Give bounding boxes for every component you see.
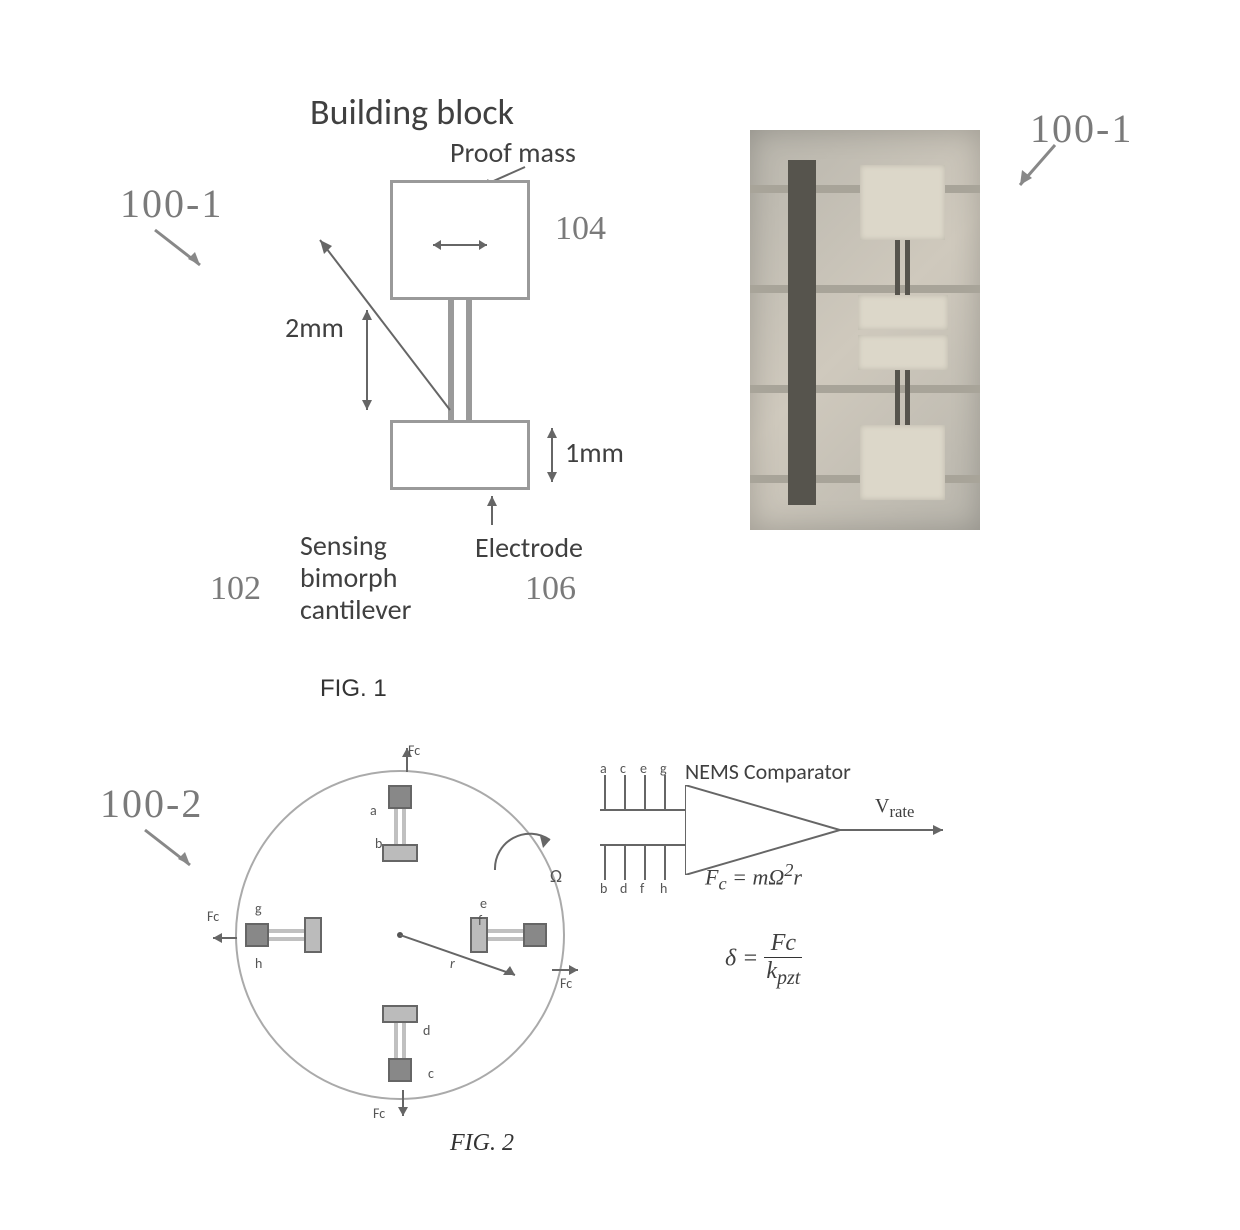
sensor-mass — [388, 785, 412, 809]
sensor-beam — [488, 937, 523, 941]
v-sub: rate — [889, 802, 914, 821]
photo-beam — [905, 240, 910, 295]
fc-arrow-left-icon — [207, 928, 242, 948]
sensor-label-h: h — [255, 955, 262, 972]
electrode-box — [390, 420, 530, 490]
photo-electrode-top — [858, 295, 948, 330]
hand-ref-100-1-left: 100-1 — [120, 180, 223, 227]
sensor-beam — [269, 937, 304, 941]
comp-input-h: h — [660, 880, 667, 897]
electrode-label: Electrode — [475, 530, 583, 565]
comp-input-b: b — [600, 880, 607, 897]
sensor-bottom — [370, 1005, 430, 1085]
sensor-label-e: e — [480, 895, 487, 912]
photo-beam — [905, 370, 910, 425]
sensor-label-f: f — [478, 912, 482, 929]
photo-band — [750, 385, 980, 393]
omega-label: Ω — [550, 865, 562, 887]
eq-delta: δ = Fc kpzt — [725, 930, 802, 990]
fc-label-right: Fc — [560, 975, 572, 992]
fig2-rotor-diagram: r Ω a b Fc g h Fc e f — [225, 760, 575, 1110]
electrode-arrow-icon — [480, 490, 504, 530]
photo-beam — [895, 370, 900, 425]
photo-proof-mass-top — [860, 165, 945, 240]
comparator-output-label: Vrate — [875, 795, 914, 822]
hand-ref-106: 106 — [525, 570, 576, 608]
sensor-base — [382, 844, 418, 862]
comp-output-arrow-icon — [853, 820, 953, 840]
sensor-mass — [388, 1058, 412, 1082]
sensor-mass — [523, 923, 547, 947]
photo-band — [750, 285, 980, 293]
fig1-caption: FIG. 1 — [320, 675, 387, 703]
sensor-base — [304, 917, 322, 953]
comp-top-wires-icon — [595, 775, 685, 815]
sensor-label-c: c — [428, 1065, 434, 1082]
sensor-mass — [245, 923, 269, 947]
hand-ref-104: 104 — [555, 210, 606, 248]
eq-fc: Fc = mΩ2r — [705, 860, 802, 895]
comp-input-f: f — [640, 880, 644, 897]
dim-1mm-label: 1mm — [565, 435, 624, 470]
cantilever-beam-right — [466, 300, 472, 420]
hand-arrow-left-icon — [150, 225, 220, 275]
photo-beam — [895, 240, 900, 295]
sensing-arrow-icon — [310, 230, 460, 430]
dim-1mm-arrow-icon — [540, 420, 564, 490]
v-symbol: V — [875, 795, 889, 817]
fc-label-left: Fc — [207, 908, 219, 925]
fc-label-top: Fc — [408, 742, 420, 759]
sensor-beam — [402, 809, 406, 844]
photo-proof-mass-bottom — [860, 425, 945, 500]
hand-arrow-right-icon — [1010, 140, 1070, 200]
sensor-label-d: d — [423, 1022, 430, 1039]
fig2-comparator: a c e g b d f h NEMS Comparator Vrate Fc… — [595, 760, 995, 980]
sensor-beam — [394, 809, 398, 844]
hand-ref-100-2: 100-2 — [100, 780, 203, 827]
fc-arrow-bottom-icon — [393, 1088, 413, 1123]
sensor-label-a: a — [370, 802, 377, 819]
photo-electrode-bottom — [858, 335, 948, 370]
sensor-top — [370, 785, 430, 865]
comp-input-d: d — [620, 880, 627, 897]
fig2-caption: FIG. 2 — [450, 1130, 514, 1157]
fig1-title: Building block — [310, 90, 514, 134]
sensor-label-g: g — [255, 900, 262, 917]
sensor-beam — [269, 929, 304, 933]
fc-label-bottom: Fc — [373, 1105, 385, 1122]
comparator-title: NEMS Comparator — [685, 758, 851, 785]
photo-darkbar — [788, 160, 816, 505]
sensor-beam — [488, 929, 523, 933]
sensing-label: Sensing bimorph cantilever — [300, 530, 411, 627]
sensor-base — [382, 1005, 418, 1023]
fig1-photo — [750, 130, 980, 530]
sensor-beam — [402, 1023, 406, 1058]
sensor-beam — [394, 1023, 398, 1058]
r-label: r — [450, 955, 455, 972]
comp-bottom-wires-icon — [595, 840, 685, 880]
sensor-label-b: b — [375, 835, 382, 852]
hand-ref-102: 102 — [210, 570, 261, 608]
hand-arrow-100-2-icon — [140, 825, 210, 875]
